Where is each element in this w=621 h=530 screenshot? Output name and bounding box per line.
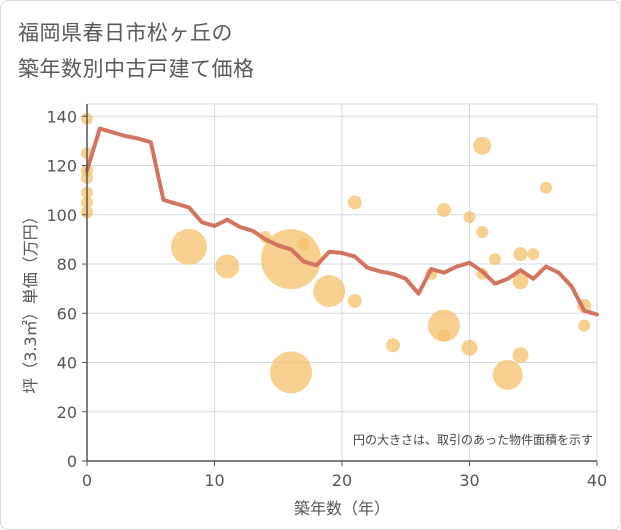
chart-title-line-1: 福岡県春日市松ヶ丘の <box>18 21 233 45</box>
data-bubble <box>428 309 460 342</box>
data-bubble <box>313 275 346 308</box>
x-tick-label: 0 <box>82 471 92 490</box>
x-tick-label: 40 <box>587 471 607 490</box>
data-bubble <box>512 273 529 290</box>
data-bubble <box>438 329 450 342</box>
data-bubble <box>347 195 362 210</box>
y-tick-label: 40 <box>57 354 77 373</box>
data-bubble <box>437 202 451 217</box>
data-bubble <box>512 347 529 364</box>
axis-layer <box>82 104 598 466</box>
y-tick-label: 20 <box>57 403 77 422</box>
data-bubble <box>386 338 400 353</box>
data-bubble <box>463 211 476 224</box>
data-bubble <box>492 359 523 390</box>
y-tick-label: 60 <box>57 304 77 323</box>
data-bubble <box>297 238 310 251</box>
data-bubble <box>215 254 240 279</box>
x-tick-label: 10 <box>204 471 224 490</box>
y-axis-title: 坪（3.3㎡）単価（万円） <box>21 208 40 393</box>
y-tick-label: 120 <box>46 157 77 176</box>
trend-line <box>85 126 599 317</box>
data-bubble <box>527 248 540 261</box>
data-bubble <box>461 339 478 356</box>
data-bubble <box>347 293 362 308</box>
tick-label-layer: 0 10 20 30 40 0 20 40 60 80 100 120 140 <box>46 107 607 490</box>
data-bubble <box>489 253 501 266</box>
bubble-size-note: 円の大きさは、取引のあった物件面積を示す <box>353 432 593 447</box>
x-axis-title: 築年数（年） <box>294 499 390 518</box>
data-bubble <box>270 351 312 394</box>
data-bubble <box>513 247 528 262</box>
data-bubble <box>476 226 489 239</box>
chart-title-line-2: 築年数別中古戸建て価格 <box>18 57 255 81</box>
data-bubble <box>540 181 552 194</box>
y-tick-label: 80 <box>57 255 77 274</box>
data-bubble <box>261 229 321 290</box>
data-bubble <box>578 319 591 332</box>
trend-line-layer <box>85 126 599 317</box>
data-bubble <box>171 228 207 265</box>
data-bubble <box>473 136 492 155</box>
y-tick-label: 100 <box>46 206 77 225</box>
x-tick-label: 30 <box>459 471 479 490</box>
chart-title: 福岡県春日市松ヶ丘の 築年数別中古戸建て価格 <box>18 15 255 87</box>
x-tick-label: 20 <box>332 471 352 490</box>
y-tick-label: 0 <box>67 452 77 471</box>
y-tick-label: 140 <box>46 107 77 126</box>
